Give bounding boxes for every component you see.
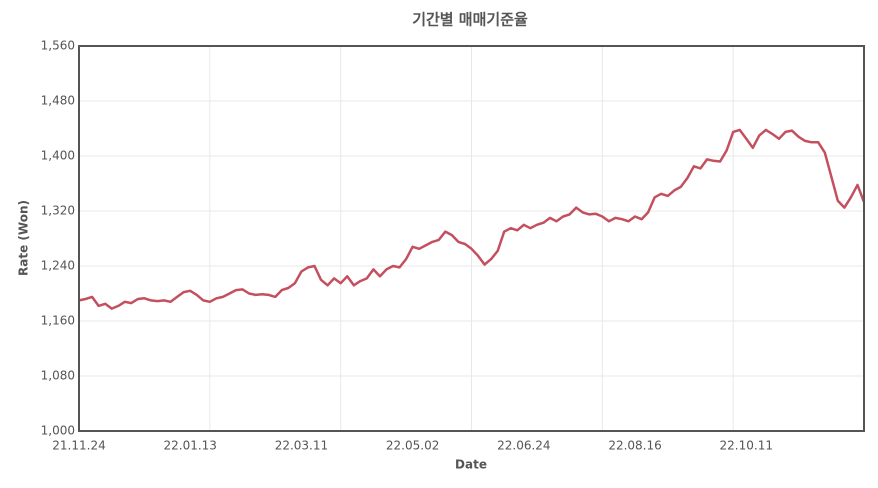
chart-title: 기간별 매매기준율	[412, 11, 528, 29]
y-tick-label: 1,000	[41, 424, 75, 438]
x-tick-label: 22.01.13	[163, 439, 216, 453]
x-tick-label: 22.05.02	[386, 439, 439, 453]
y-tick-label: 1,080	[41, 369, 75, 383]
y-tick-label: 1,560	[41, 39, 75, 53]
x-axis-title: Date	[455, 458, 487, 472]
y-tick-label: 1,240	[41, 259, 75, 273]
x-tick-label: 21.11.24	[52, 439, 105, 453]
x-tick-label: 22.10.11	[720, 439, 773, 453]
plot-border	[78, 45, 865, 432]
x-tick-label: 22.06.24	[497, 439, 550, 453]
x-tick-label: 22.03.11	[275, 439, 328, 453]
y-tick-label: 1,160	[41, 314, 75, 328]
y-tick-label: 1,480	[41, 94, 75, 108]
y-tick-label: 1,400	[41, 149, 75, 163]
y-tick-label: 1,320	[41, 204, 75, 218]
x-tick-label: 22.08.16	[608, 439, 661, 453]
data-line	[78, 128, 866, 310]
y-axis-title: Rate (Won)	[17, 200, 31, 276]
